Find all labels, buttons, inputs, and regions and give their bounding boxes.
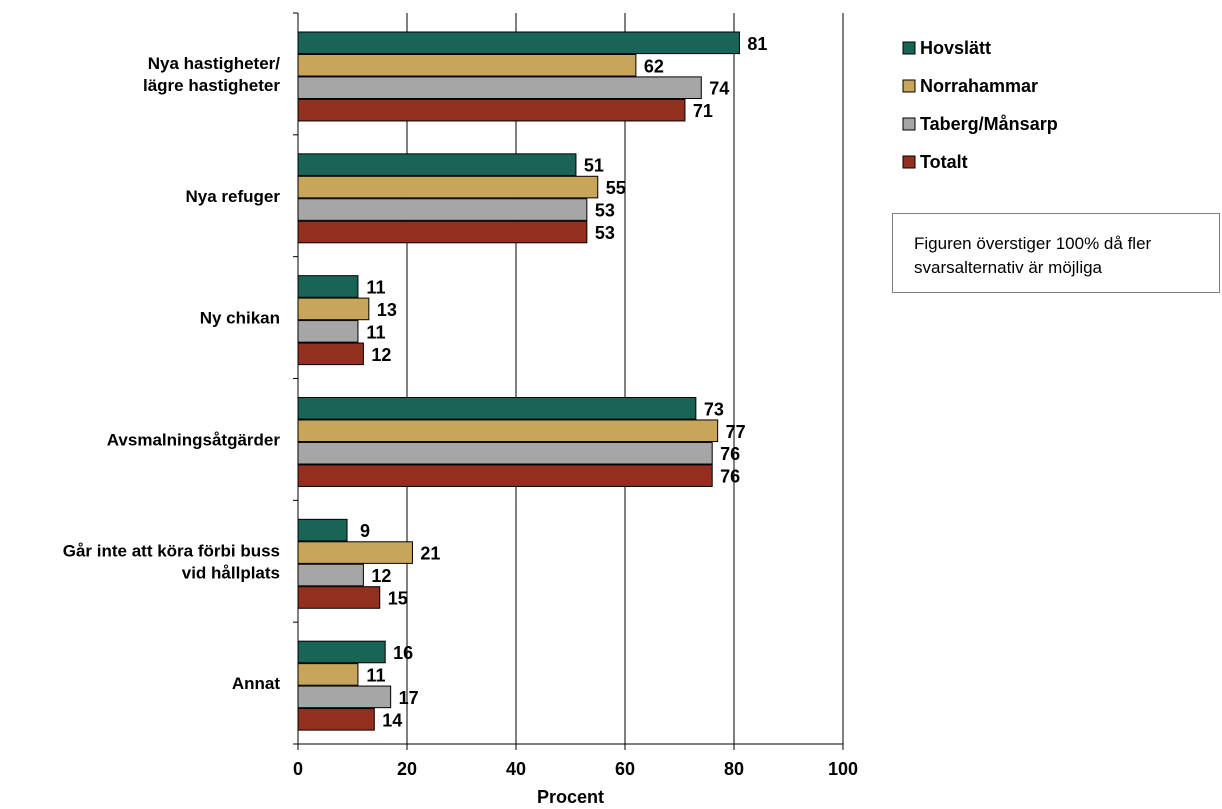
data-label: 12 xyxy=(371,566,391,586)
bar xyxy=(297,297,370,321)
data-label: 13 xyxy=(377,300,397,320)
category-label: vid hållplats xyxy=(182,563,280,582)
bar xyxy=(297,563,364,587)
data-label: 76 xyxy=(720,444,740,464)
legend-swatch xyxy=(902,41,916,55)
bar xyxy=(297,464,713,487)
legend-label: Hovslätt xyxy=(920,38,991,58)
category-label: Ny chikan xyxy=(200,309,280,328)
data-label: 12 xyxy=(371,345,391,365)
category-label: Går inte att köra förbi buss xyxy=(63,541,280,560)
bar xyxy=(297,275,359,298)
category-label: Nya refuger xyxy=(186,187,281,206)
legend-swatch xyxy=(902,155,916,169)
data-label: 53 xyxy=(595,201,615,221)
x-tick-label: 40 xyxy=(506,759,526,779)
bar xyxy=(297,342,364,366)
bar xyxy=(297,640,386,664)
data-label: 15 xyxy=(388,588,408,608)
bar xyxy=(297,397,697,420)
data-label: 21 xyxy=(420,544,440,564)
bar xyxy=(297,320,359,343)
data-label: 71 xyxy=(693,101,713,121)
bar xyxy=(297,53,637,77)
bar xyxy=(297,541,413,564)
bar xyxy=(297,198,588,221)
data-label: 53 xyxy=(595,223,615,243)
bar xyxy=(297,441,713,465)
bar xyxy=(297,685,392,709)
x-tick-label: 60 xyxy=(615,759,635,779)
note-text: Figuren överstiger 100% då fler svarsalt… xyxy=(914,234,1152,277)
bar xyxy=(297,586,381,609)
bar xyxy=(297,175,599,199)
data-label: 74 xyxy=(709,79,729,99)
legend-swatch xyxy=(902,79,916,93)
category-label: Nya hastigheter/ xyxy=(148,54,281,73)
data-label: 14 xyxy=(382,710,402,730)
note-box: Figuren överstiger 100% då fler svarsalt… xyxy=(892,213,1220,293)
bar xyxy=(297,98,686,122)
legend-label: Taberg/Månsarp xyxy=(920,114,1058,134)
bar xyxy=(297,708,375,731)
data-label: 81 xyxy=(747,34,767,54)
data-label: 9 xyxy=(360,521,370,541)
x-tick-label: 20 xyxy=(397,759,417,779)
data-label: 11 xyxy=(366,665,385,685)
category-label: lägre hastigheter xyxy=(143,76,280,95)
bar xyxy=(297,76,702,100)
bar xyxy=(297,419,719,443)
x-tick-label: 0 xyxy=(293,759,303,779)
x-tick-label: 100 xyxy=(828,759,858,779)
x-tick-label: 80 xyxy=(724,759,744,779)
data-label: 51 xyxy=(584,156,604,176)
bar xyxy=(297,153,577,176)
legend-label: Totalt xyxy=(920,152,968,172)
bar xyxy=(297,31,740,55)
category-label: Avsmalningsåtgärder xyxy=(107,430,281,449)
bar xyxy=(297,663,359,686)
data-label: 17 xyxy=(399,688,419,708)
category-label: Annat xyxy=(232,674,281,693)
data-label: 16 xyxy=(393,643,413,663)
bar xyxy=(297,220,588,244)
data-label: 77 xyxy=(726,422,746,442)
data-label: 11 xyxy=(366,277,385,297)
bar xyxy=(297,518,348,542)
legend-swatch xyxy=(902,117,916,131)
data-label: 11 xyxy=(366,322,385,342)
data-label: 73 xyxy=(704,399,724,419)
data-label: 76 xyxy=(720,467,740,487)
legend-label: Norrahammar xyxy=(920,76,1038,96)
data-label: 62 xyxy=(644,56,664,76)
x-axis-label: Procent xyxy=(537,787,604,807)
data-label: 55 xyxy=(606,178,626,198)
